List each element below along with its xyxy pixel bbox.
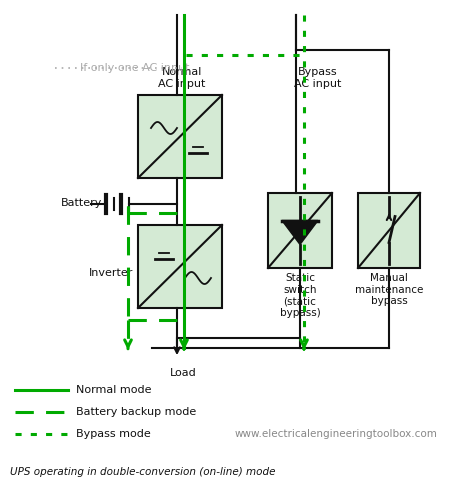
Text: Load: Load (170, 368, 196, 378)
Text: Bypass
AC input: Bypass AC input (294, 67, 342, 89)
Bar (268, 193, 332, 268)
Bar (358, 193, 420, 268)
Text: UPS operating in double-conversion (on-line) mode: UPS operating in double-conversion (on-l… (10, 467, 275, 477)
Bar (138, 225, 222, 308)
Text: Inverter: Inverter (89, 268, 133, 277)
Text: Battery backup mode: Battery backup mode (76, 407, 196, 417)
Text: Static
switch
(static
bypass): Static switch (static bypass) (280, 273, 320, 318)
Bar (138, 95, 222, 178)
Polygon shape (282, 221, 318, 244)
Text: Normal mode: Normal mode (76, 385, 152, 395)
Text: Manual
maintenance
bypass: Manual maintenance bypass (355, 273, 423, 306)
Text: www.electricalengineeringtoolbox.com: www.electricalengineeringtoolbox.com (235, 429, 438, 439)
Text: Battery: Battery (61, 198, 102, 209)
Text: Normal
AC input: Normal AC input (158, 67, 206, 89)
Text: Bypass mode: Bypass mode (76, 429, 151, 439)
Text: If only one AC input: If only one AC input (80, 63, 190, 73)
